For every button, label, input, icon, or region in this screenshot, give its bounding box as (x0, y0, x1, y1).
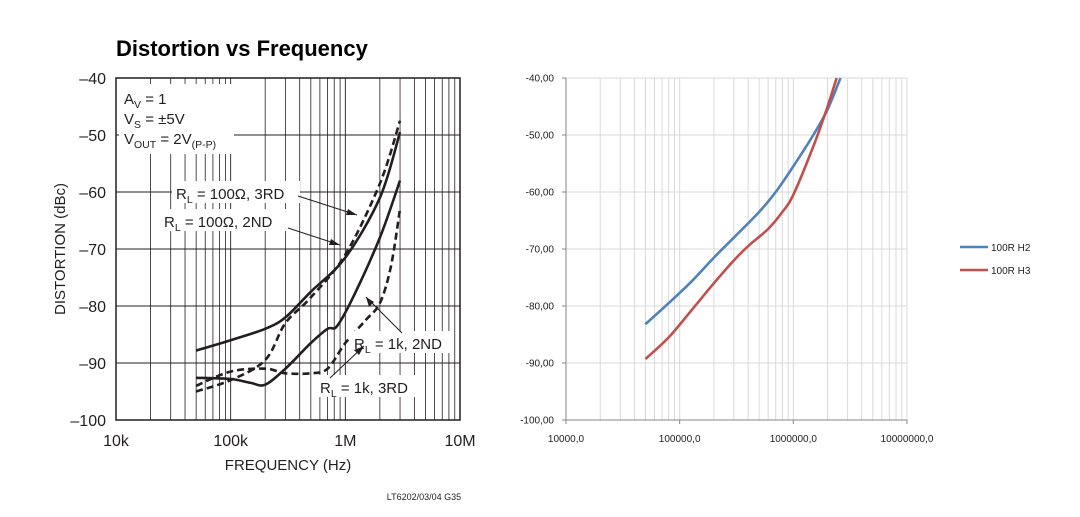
chart2-y-tick-label: -60,00 (526, 188, 555, 199)
chart1-x-axis-label: FREQUENCY (Hz) (225, 457, 351, 474)
chart1-plot-frame (115, 77, 461, 421)
chart1-x-tick-label: 10k (103, 433, 130, 450)
arrowhead-1k-3rd (354, 346, 364, 355)
label-bg-1k-3rd (316, 375, 418, 397)
chart2-y-tick-label: -70,00 (526, 245, 555, 256)
chart1-x-tick-label: 100k (213, 433, 249, 450)
series-label-1k-3rd: RL = 1k, 3RD (320, 380, 408, 400)
arrowhead-100-3rd (346, 209, 357, 215)
series-label-1k-2nd: RL = 1k, 2ND (354, 336, 442, 356)
chart2-legend: 100R H2 100R H3 (960, 243, 1031, 277)
chart1-y-tick-labels: –40 –50 –60 –70 –80 –90 –100 (70, 71, 106, 430)
condition-vout: VOUT = 2V(P-P) (124, 131, 216, 151)
chart2-x-tick-labels: 10000,0 100000,0 1000000,0 10000000,0 (548, 420, 934, 445)
label-bg-100-2nd (160, 209, 288, 231)
series-line-100-3rd (195, 120, 402, 393)
chart2-x-tick-label: 100000,0 (659, 434, 701, 445)
chart1-y-tick-label: –40 (79, 71, 106, 88)
chart1-y-tick-label: –90 (79, 356, 106, 373)
chart2-x-tick-label: 1000000,0 (770, 434, 818, 445)
label-bg-1k-2nd (350, 331, 452, 353)
chart2-y-tick-label: -80,00 (526, 302, 555, 313)
chart2-series-lines (644, 77, 842, 360)
chart1-y-tick-label: –50 (79, 128, 106, 145)
chart2-grid (566, 77, 908, 420)
series-line-100r-h3 (644, 77, 838, 360)
chart2-y-tick-label: -100,00 (520, 416, 554, 427)
arrowhead-1k-2nd (366, 297, 374, 307)
chart2-y-tick-labels: -40,00 -50,00 -60,00 -70,00 -80,00 -90,00 -100… (520, 74, 566, 427)
series-line-1k-3rd (195, 208, 402, 388)
chart2-y-tick-label: -50,00 (526, 131, 555, 142)
legend-label-100r-h3: 100R H3 (991, 266, 1031, 277)
series-line-100-2nd (195, 131, 402, 352)
chart1-y-tick-label: –80 (79, 299, 106, 316)
label-bg-100-3rd (172, 181, 300, 203)
harmonics-chart: -40,00 -50,00 -60,00 -70,00 -80,00 -90,00 -100… (520, 74, 1031, 446)
chart1-y-tick-label: –100 (70, 413, 106, 430)
chart1-y-axis-label: DISTORTION (dBc) (52, 183, 69, 315)
chart1-x-tick-label: 1M (334, 433, 356, 450)
chart1-x-tick-labels: 10k 100k 1M 10M (103, 433, 475, 450)
chart1-series-lines (195, 120, 402, 393)
figure-code: LT6202/03/04 G35 (387, 492, 461, 502)
arrowhead-100-2nd (329, 239, 340, 245)
chart-title: Distortion vs Frequency (116, 36, 369, 61)
condition-av: AV = 1 (124, 91, 166, 111)
series-line-1k-2nd (196, 180, 402, 387)
legend-label-100r-h2: 100R H2 (991, 243, 1031, 254)
chart1-y-tick-label: –60 (79, 185, 106, 202)
chart1-y-tick-label: –70 (79, 242, 106, 259)
conditions-box-bg (119, 84, 234, 154)
condition-vs: VS = ±5V (124, 111, 185, 131)
chart1-x-tick-label: 10M (444, 433, 475, 450)
chart2-y-tick-label: -90,00 (526, 359, 555, 370)
series-label-100-3rd: RL = 100Ω, 3RD (176, 186, 285, 206)
chart2-x-tick-label: 10000000,0 (881, 434, 934, 445)
chart2-y-tick-label: -40,00 (526, 74, 555, 85)
series-line-100r-h2 (644, 77, 842, 326)
chart2-x-tick-label: 10000,0 (548, 434, 585, 445)
distortion-chart: Distortion vs Frequency –40–50–60–70–80–… (52, 36, 476, 502)
series-label-100-2nd: RL = 100Ω, 2ND (164, 214, 273, 234)
